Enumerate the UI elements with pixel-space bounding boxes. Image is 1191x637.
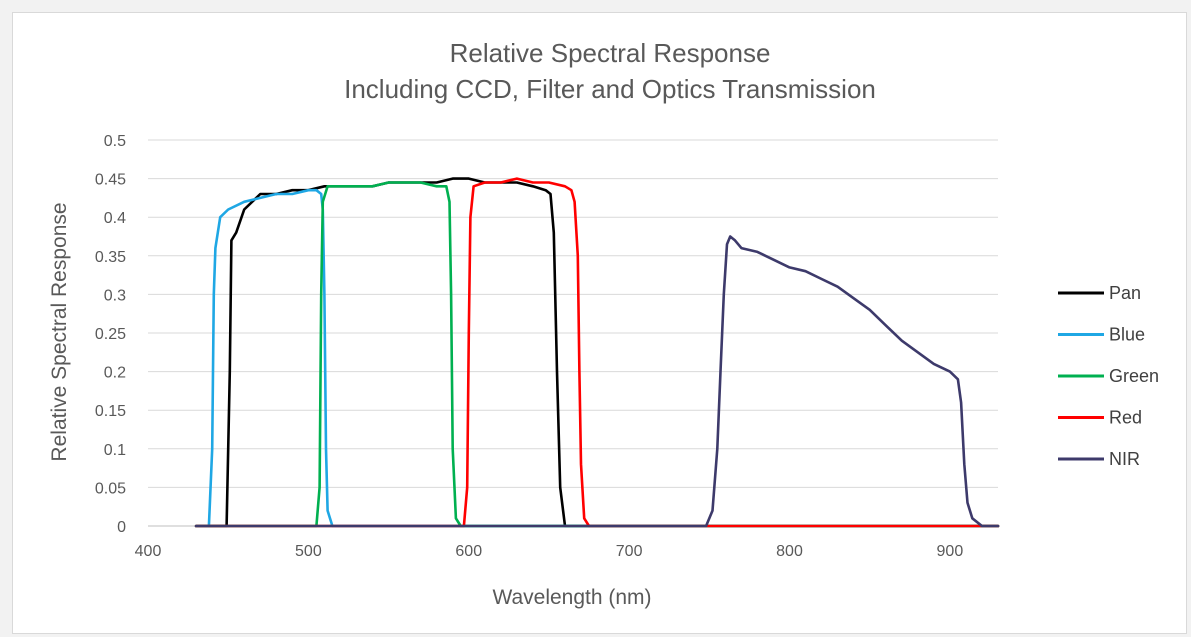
x-axis-ticks: 400 500 600 700 800 900: [135, 543, 964, 560]
legend-item-pan: Pan: [1058, 283, 1141, 303]
legend-label: Blue: [1109, 325, 1145, 345]
y-tick-label: 0.25: [95, 326, 126, 343]
x-tick-label: 400: [135, 543, 162, 560]
y-tick-label: 0.1: [104, 442, 126, 459]
legend-label: NIR: [1109, 449, 1140, 469]
y-axis-ticks: 0 0.05 0.1 0.15 0.2 0.25 0.3 0.35 0.4 0.45 0.5: [95, 133, 126, 536]
y-tick-label: 0.15: [95, 403, 126, 420]
chart-title: Relative Spectral Response: [450, 38, 771, 68]
series-line-red: [194, 177, 1000, 528]
series-line-blue: [194, 188, 1000, 528]
chart-subtitle: Including CCD, Filter and Optics Transmi…: [344, 74, 876, 104]
y-tick-label: 0.45: [95, 172, 126, 189]
chart-frame: [12, 12, 1187, 634]
series-lines: [194, 177, 1000, 528]
x-tick-label: 600: [455, 543, 482, 560]
legend-label: Red: [1109, 408, 1142, 428]
series-line-nir: [194, 235, 1000, 528]
legend: Pan Blue Green Red NIR: [1058, 283, 1159, 469]
legend-item-green: Green: [1058, 366, 1159, 386]
x-tick-label: 700: [616, 543, 643, 560]
legend-label: Green: [1109, 366, 1159, 386]
legend-item-red: Red: [1058, 408, 1142, 428]
legend-label: Pan: [1109, 283, 1141, 303]
y-tick-label: 0: [117, 519, 126, 536]
y-tick-label: 0.3: [104, 287, 126, 304]
y-tick-label: 0.35: [95, 249, 126, 266]
x-tick-label: 900: [937, 543, 964, 560]
legend-item-blue: Blue: [1058, 325, 1145, 345]
series-line-pan: [194, 177, 1000, 528]
y-tick-label: 0.2: [104, 365, 126, 382]
x-tick-label: 500: [295, 543, 322, 560]
x-tick-label: 800: [776, 543, 803, 560]
y-tick-label: 0.5: [104, 133, 126, 150]
y-axis-title: Relative Spectral Response: [48, 202, 71, 461]
y-tick-label: 0.4: [104, 210, 126, 227]
y-tick-label: 0.05: [95, 480, 126, 497]
x-axis-title: Wavelength (nm): [492, 586, 651, 609]
series-line-green: [194, 181, 1000, 528]
legend-item-nir: NIR: [1058, 449, 1140, 469]
